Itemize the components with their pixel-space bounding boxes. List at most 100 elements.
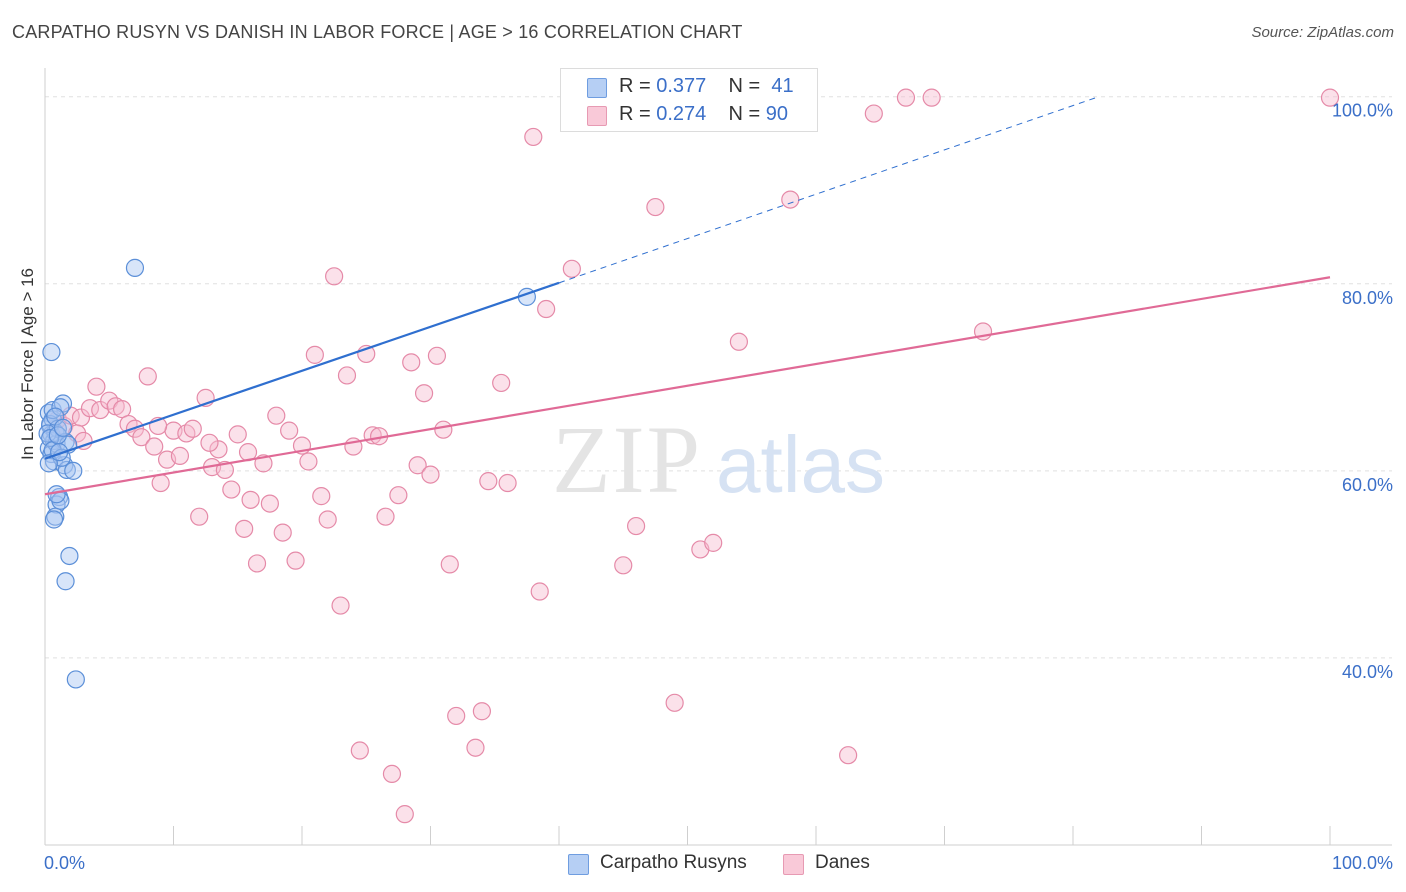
danes-point <box>646 197 665 217</box>
n-value: 41 <box>771 75 794 97</box>
danes-point <box>402 353 421 372</box>
danes-point <box>466 738 485 757</box>
danes-point <box>260 494 279 513</box>
danes-point <box>209 440 228 459</box>
danes-point <box>183 419 202 438</box>
danes-point <box>350 741 369 760</box>
trend-layer <box>44 96 1331 496</box>
y-tick-label: 100.0% <box>1332 101 1393 121</box>
danes-point <box>200 433 219 452</box>
y-axis-label: In Labor Force | Age > 16 <box>18 267 37 460</box>
carpatho-point <box>64 461 83 480</box>
danes-point <box>434 420 453 439</box>
danes-point <box>376 507 395 526</box>
danes-point <box>537 299 556 319</box>
danes-point <box>286 551 305 570</box>
danes-point <box>87 377 106 396</box>
danes-point <box>729 332 749 351</box>
x-tick-label-max: 100.0% <box>1332 853 1393 873</box>
danes-point <box>235 519 254 538</box>
danes-point <box>896 88 916 107</box>
y-tick-label: 40.0% <box>1342 662 1393 682</box>
danes-point <box>138 367 157 386</box>
danes-point <box>922 88 941 107</box>
danes-point <box>132 428 151 447</box>
n-label: N = <box>728 103 766 125</box>
danes-point <box>421 465 440 484</box>
n-label: N = <box>728 75 766 97</box>
carpatho-point <box>44 510 64 529</box>
danes-point <box>112 400 132 419</box>
danes-point <box>382 764 402 784</box>
danes-point <box>318 510 337 529</box>
danes-point <box>241 490 260 509</box>
legend-swatch-pink <box>587 106 607 126</box>
danes-point <box>408 456 427 475</box>
stats-legend: R = 0.377 N = 41 R = 0.274 N = 90 <box>560 68 818 132</box>
danes-point <box>665 693 684 712</box>
carpatho-point <box>60 546 79 566</box>
danes-point <box>228 425 247 444</box>
danes-point <box>267 406 286 425</box>
carpatho-point <box>56 572 75 591</box>
source-label: Source: ZipAtlas.com <box>1251 24 1394 41</box>
danes-point <box>395 805 414 824</box>
danes-point <box>145 437 164 456</box>
danes-point <box>190 507 209 526</box>
carpatho-point <box>51 398 70 417</box>
bottom-legend-swatch-blue <box>568 854 589 875</box>
danes-point <box>498 473 517 493</box>
r-value: 0.274 <box>656 103 707 125</box>
r-label: R = <box>619 75 657 97</box>
n-value: 90 <box>765 103 789 125</box>
watermark-zip: ZIP <box>552 406 702 513</box>
bottom-legend-label: Danes <box>815 852 870 873</box>
r-label: R = <box>619 103 657 125</box>
danes-point <box>280 421 299 440</box>
danes-point <box>562 259 581 278</box>
danes-point <box>337 366 357 385</box>
legend-text-carpatho: R = 0.377 N = 41 <box>619 75 794 98</box>
y-tick-label: 80.0% <box>1342 288 1393 308</box>
r-value: 0.377 <box>656 75 707 97</box>
danes-point <box>312 487 331 506</box>
chart-title: CARPATHO RUSYN VS DANISH IN LABOR FORCE … <box>12 22 743 42</box>
danes-point <box>389 486 408 505</box>
tick-label-layer: 40.0% 60.0% 80.0% 100.0% 0.0% 100.0% <box>44 101 1393 873</box>
carpatho-point <box>66 670 85 689</box>
danes-point <box>524 127 543 147</box>
danes-point <box>440 555 459 574</box>
danes-point <box>325 267 344 286</box>
carpatho-trend-extension <box>558 96 1099 284</box>
danes-point <box>1320 88 1340 107</box>
carpatho-point <box>53 418 73 437</box>
danes-point <box>222 480 241 499</box>
danes-point <box>414 384 434 403</box>
danes-point <box>170 446 190 465</box>
danes-point <box>530 582 549 601</box>
danes-point <box>614 556 633 575</box>
legend-swatch-blue <box>587 78 607 98</box>
carpatho-point <box>39 454 58 473</box>
carpatho-point <box>42 342 61 362</box>
bottom-legend-swatch-pink <box>783 854 804 875</box>
y-tick-label: 60.0% <box>1342 475 1393 495</box>
danes-point <box>447 706 466 726</box>
watermark: ZIP atlas <box>552 406 885 513</box>
x-tick-label-min: 0.0% <box>44 853 85 873</box>
danes-point <box>839 746 858 765</box>
grid-layer <box>45 96 1392 659</box>
danes-point <box>492 373 511 393</box>
danes-point <box>305 345 324 364</box>
danes-point <box>299 452 318 471</box>
bottom-legend-label: Carpatho Rusyns <box>600 852 747 873</box>
danes-point <box>273 523 292 542</box>
danes-point <box>247 554 267 573</box>
danes-point <box>427 346 447 365</box>
watermark-atlas: atlas <box>716 420 885 509</box>
danes-point <box>781 190 800 209</box>
carpatho-trend-line <box>44 281 560 460</box>
danes-trend-line <box>44 276 1331 496</box>
danes-point <box>626 516 646 536</box>
